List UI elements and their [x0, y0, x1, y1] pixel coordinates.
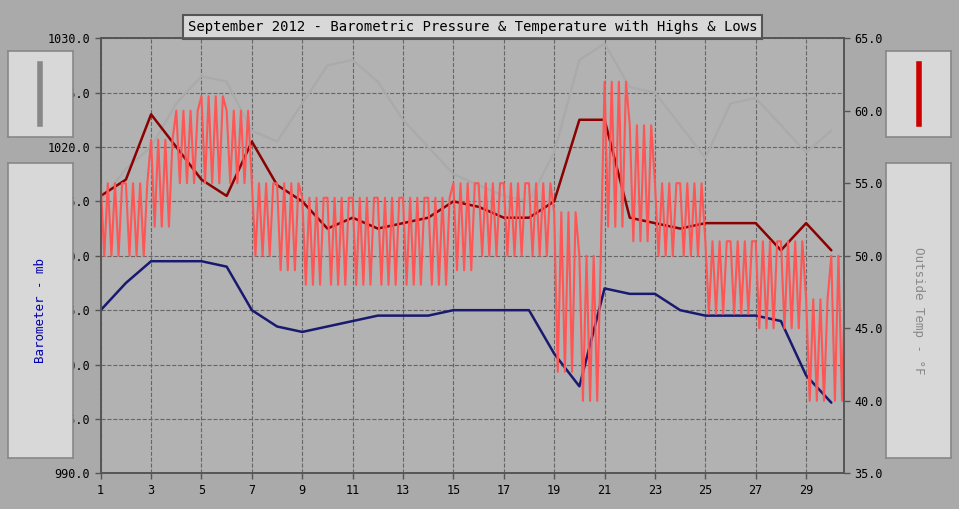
Title: September 2012 - Barometric Pressure & Temperature with Highs & Lows: September 2012 - Barometric Pressure & T… — [188, 20, 757, 34]
Text: Barometer - mb: Barometer - mb — [34, 258, 47, 363]
Text: Outside Temp - °F: Outside Temp - °F — [912, 247, 925, 374]
